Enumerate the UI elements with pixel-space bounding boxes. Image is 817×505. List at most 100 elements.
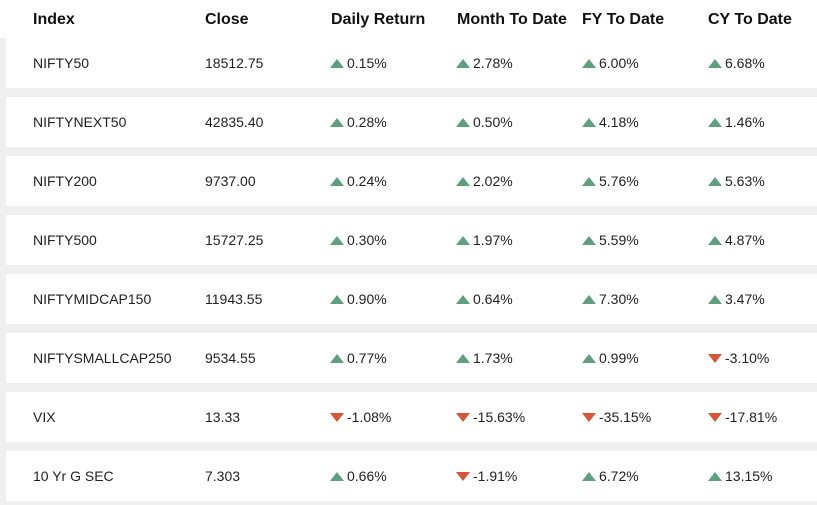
fy-to-date-value: 0.99% — [582, 349, 639, 367]
cy-to-date-value-text: 6.68% — [725, 55, 765, 71]
close-value-text: 9534.55 — [205, 350, 256, 366]
fy-to-date-value-text: 6.00% — [599, 55, 639, 71]
triangle-up-icon — [456, 58, 470, 68]
daily-return-value: 0.66% — [330, 467, 387, 485]
index-name-text: NIFTYMIDCAP150 — [33, 291, 152, 307]
daily-return-value-text: 0.24% — [347, 173, 387, 189]
table-row: NIFTYNEXT50 42835.40 0.28% 0.50% 4.18% 1.46% — [6, 97, 817, 147]
fy-to-date-value: -35.15% — [582, 408, 651, 426]
index-name-text: NIFTY500 — [33, 232, 97, 248]
triangle-up-icon — [582, 294, 596, 304]
index-name-text: NIFTYNEXT50 — [33, 114, 127, 130]
cy-to-date-value-text: 5.63% — [725, 173, 765, 189]
cy-to-date-value: 3.47% — [708, 290, 765, 308]
fy-to-date-value-text: 5.76% — [599, 173, 639, 189]
triangle-up-icon — [456, 117, 470, 127]
close-value-text: 9737.00 — [205, 173, 256, 189]
triangle-up-icon — [708, 294, 722, 304]
triangle-up-icon — [456, 353, 470, 363]
month-to-date-value-text: -1.91% — [473, 468, 518, 484]
triangle-up-icon — [330, 294, 344, 304]
index-name: NIFTYSMALLCAP250 — [33, 349, 172, 367]
index-name-text: 10 Yr G SEC — [33, 468, 114, 484]
month-to-date-value: 1.97% — [456, 231, 513, 249]
cy-to-date-value-text: -17.81% — [725, 409, 778, 425]
fy-to-date-value-text: 0.99% — [599, 350, 639, 366]
table-row: NIFTY50 18512.75 0.15% 2.78% 6.00% 6.68% — [6, 38, 817, 88]
cy-to-date-value-text: 3.47% — [725, 291, 765, 307]
month-to-date-value: -15.63% — [456, 408, 525, 426]
daily-return-value: 0.24% — [330, 172, 387, 190]
column-header-daily-return: Daily Return — [331, 11, 426, 28]
month-to-date-value-text: 2.78% — [473, 55, 513, 71]
index-name: 10 Yr G SEC — [33, 467, 114, 485]
daily-return-value-text: 0.15% — [347, 55, 387, 71]
close-value-text: 7.303 — [205, 468, 241, 484]
triangle-down-icon — [456, 471, 470, 481]
close-value: 9534.55 — [205, 349, 256, 367]
close-value: 9737.00 — [205, 172, 256, 190]
close-value-text: 42835.40 — [205, 114, 264, 130]
cy-to-date-value: 5.63% — [708, 172, 765, 190]
fy-to-date-value: 4.18% — [582, 113, 639, 131]
daily-return-value-text: 0.30% — [347, 232, 387, 248]
month-to-date-value: 1.73% — [456, 349, 513, 367]
close-value: 15727.25 — [205, 231, 263, 249]
triangle-down-icon — [456, 412, 470, 422]
fy-to-date-value: 7.30% — [582, 290, 639, 308]
triangle-up-icon — [330, 176, 344, 186]
month-to-date-value-text: 2.02% — [473, 173, 513, 189]
fy-to-date-value: 5.76% — [582, 172, 639, 190]
close-value: 18512.75 — [205, 54, 263, 72]
table-row: NIFTYMIDCAP150 11943.55 0.90% 0.64% 7.30% 3.4… — [6, 274, 817, 324]
triangle-up-icon — [708, 176, 722, 186]
cy-to-date-value: 13.15% — [708, 467, 772, 485]
triangle-up-icon — [456, 176, 470, 186]
fy-to-date-value-text: 5.59% — [599, 232, 639, 248]
triangle-down-icon — [708, 353, 722, 363]
daily-return-value: -1.08% — [330, 408, 391, 426]
fy-to-date-value: 5.59% — [582, 231, 639, 249]
index-name-text: NIFTY50 — [33, 55, 90, 71]
month-to-date-value-text: 1.97% — [473, 232, 513, 248]
daily-return-value-text: 0.90% — [347, 291, 387, 307]
table-row: VIX 13.33 -1.08% -15.63% -35.15% -17.81% — [6, 392, 817, 442]
month-to-date-value-text: 0.50% — [473, 114, 513, 130]
triangle-up-icon — [708, 471, 722, 481]
cy-to-date-value: 4.87% — [708, 231, 765, 249]
triangle-down-icon — [708, 412, 722, 422]
column-header-cy-to-date: CY To Date — [708, 11, 792, 28]
triangle-up-icon — [582, 176, 596, 186]
index-name: NIFTY50 — [33, 54, 89, 72]
triangle-up-icon — [330, 235, 344, 245]
close-value-text: 15727.25 — [205, 232, 264, 248]
triangle-up-icon — [456, 294, 470, 304]
fy-to-date-value-text: 4.18% — [599, 114, 639, 130]
triangle-up-icon — [582, 117, 596, 127]
triangle-up-icon — [582, 58, 596, 68]
month-to-date-value: 0.50% — [456, 113, 513, 131]
month-to-date-value: 0.64% — [456, 290, 513, 308]
triangle-up-icon — [330, 471, 344, 481]
close-value-text: 13.33 — [205, 409, 241, 425]
triangle-up-icon — [456, 235, 470, 245]
close-value-text: 18512.75 — [205, 55, 264, 71]
index-name: NIFTYNEXT50 — [33, 113, 126, 131]
triangle-up-icon — [330, 353, 344, 363]
cy-to-date-value: -17.81% — [708, 408, 777, 426]
column-header-month-to-date: Month To Date — [457, 11, 567, 28]
index-name: VIX — [33, 408, 56, 426]
column-header-close: Close — [205, 11, 249, 28]
close-value: 42835.40 — [205, 113, 263, 131]
daily-return-value-text: 0.66% — [347, 468, 387, 484]
index-name: NIFTY500 — [33, 231, 97, 249]
table-header: Index Close Daily Return Month To Date F… — [0, 0, 817, 38]
daily-return-value: 0.28% — [330, 113, 387, 131]
index-name: NIFTYMIDCAP150 — [33, 290, 151, 308]
index-name: NIFTY200 — [33, 172, 97, 190]
table-row: NIFTYSMALLCAP250 9534.55 0.77% 1.73% 0.99% -3… — [6, 333, 817, 383]
close-value: 13.33 — [205, 408, 240, 426]
cy-to-date-value: 6.68% — [708, 54, 765, 72]
cy-to-date-value-text: -3.10% — [725, 350, 770, 366]
